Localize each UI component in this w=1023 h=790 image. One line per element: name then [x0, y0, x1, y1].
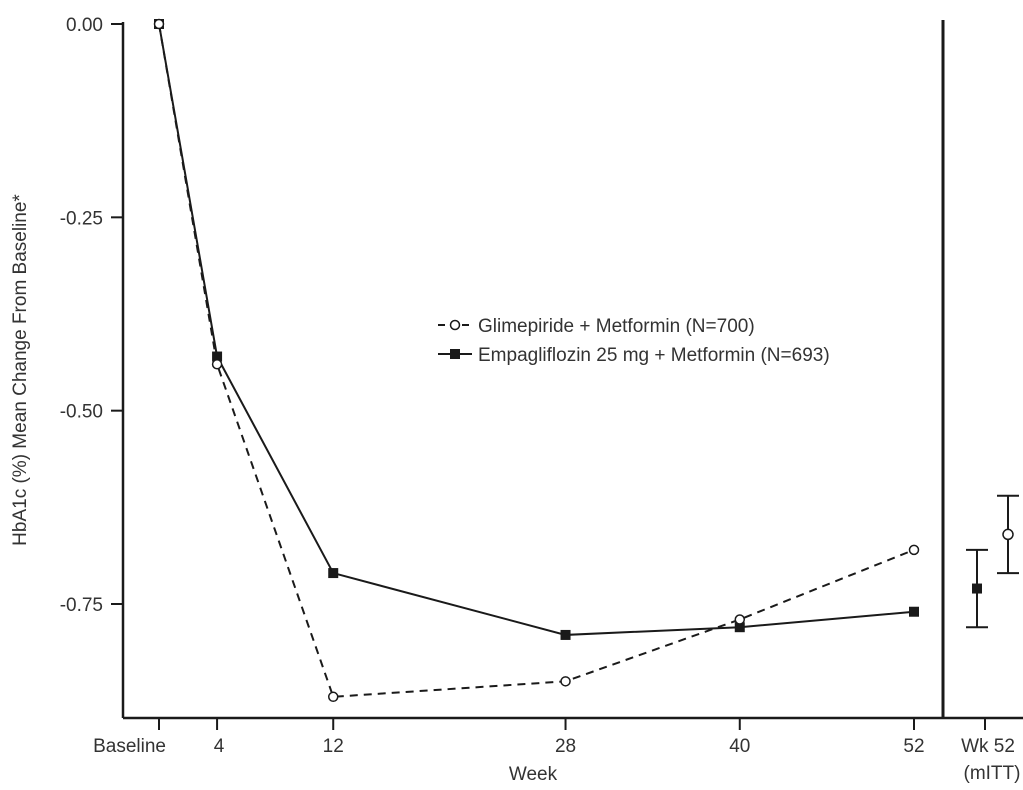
x-tick-label: 12	[323, 736, 344, 757]
endpoint-point-glimepiride	[1002, 528, 1014, 541]
series-line-glimepiride	[158, 23, 915, 698]
legend-label-glimepiride: Glimepiride + Metformin (N=700)	[478, 316, 755, 337]
y-ticks: 0.00 -0.25 -0.50 -0.75	[60, 15, 123, 616]
x-tick-label: Baseline	[93, 736, 166, 757]
data-point-glimepiride	[211, 359, 223, 370]
x-tick-label: 28	[555, 736, 576, 757]
endpoint-point-empagliflozin	[972, 583, 982, 594]
y-axis-title: HbA1c (%) Mean Change From Baseline*	[10, 194, 31, 546]
x-ticks: Baseline 4 12 28 40 52	[93, 718, 986, 757]
legend-marker-glimepiride	[449, 319, 461, 331]
data-point-empagliflozin	[734, 622, 745, 633]
axes	[121, 20, 1023, 720]
y-tick-label: -0.75	[60, 595, 103, 616]
data-point-glimepiride	[908, 544, 920, 556]
x-tick-label: 52	[903, 736, 924, 757]
data-point-empagliflozin	[212, 351, 223, 362]
series-layer	[153, 18, 920, 703]
data-point-glimepiride	[327, 691, 339, 703]
endpoint-label-line1: Wk 52	[961, 736, 1015, 757]
legend-label-empagliflozin: Empagliflozin 25 mg + Metformin (N=693)	[478, 345, 830, 366]
y-tick-label: -0.25	[60, 208, 103, 229]
data-point-empagliflozin	[909, 606, 919, 617]
x-tick-label: 40	[729, 736, 750, 757]
data-point-empagliflozin	[328, 568, 339, 579]
endpoint-panel	[966, 494, 1019, 629]
series-line-empagliflozin	[158, 23, 915, 636]
data-point-glimepiride	[560, 676, 571, 687]
x-axis-title: Week	[509, 764, 558, 785]
legend: Glimepiride + Metformin (N=700) Empaglif…	[438, 316, 830, 366]
y-tick-label: 0.00	[66, 15, 103, 36]
data-point-empagliflozin	[560, 629, 571, 640]
x-tick-label: 4	[214, 736, 225, 757]
legend-marker-empagliflozin	[450, 349, 460, 359]
data-point-glimepiride	[153, 18, 165, 30]
data-point-glimepiride	[734, 614, 746, 625]
y-tick-label: -0.50	[60, 402, 103, 423]
endpoint-label-line2: (mITT)	[964, 763, 1021, 784]
